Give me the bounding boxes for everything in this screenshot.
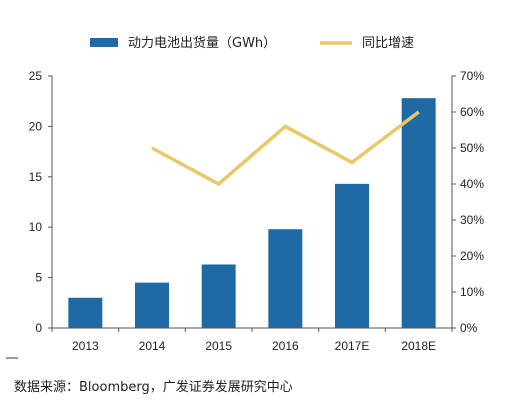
legend-label-bar: 动力电池出货量（GWh） [128,35,276,51]
bar-2018E [401,98,436,329]
line-series [151,110,420,187]
right-tick-label: 40% [460,177,484,191]
left-tick-label: 0 [35,321,42,335]
x-tick-label: 2013 [72,339,99,353]
right-tick-label: 30% [460,213,484,227]
right-tick-label: 0% [460,321,478,335]
bar-2017E [335,183,369,328]
growth-line [151,110,420,187]
left-tick-label: 20 [29,119,43,133]
left-tick-label: 5 [35,271,42,285]
bar-2016 [268,229,303,328]
right-tick-label: 50% [460,141,484,155]
legend: 动力电池出货量（GWh） 同比增速 [90,35,414,51]
x-tick-label: 2016 [272,339,299,353]
x-tick-label: 2015 [205,339,232,353]
axes: 0 5 10 15 20 25 0% 10% 20% 30% 40% 50% 60% 70% 2013 201… [6,69,484,359]
left-tick-label: 25 [29,69,43,83]
right-tick-label: 60% [460,105,484,119]
bar-2014 [135,282,169,328]
right-tick-label: 10% [460,285,484,299]
left-tick-label: 15 [29,170,43,184]
right-tick-label: 20% [460,249,484,263]
source-note: 数据来源：Bloomberg，广发证券发展研究中心 [14,380,293,395]
bar-series [68,98,436,329]
legend-label-line: 同比增速 [362,36,414,51]
right-tick-label: 70% [460,69,484,83]
x-tick-label: 2014 [139,339,166,353]
legend-swatch-bar [90,38,118,47]
bar-2015 [201,264,236,328]
x-tick-label: 2018E [401,339,436,353]
left-tick-label: 10 [29,220,43,234]
bar-2013 [68,297,103,328]
x-tick-label: 2017E [335,339,370,353]
